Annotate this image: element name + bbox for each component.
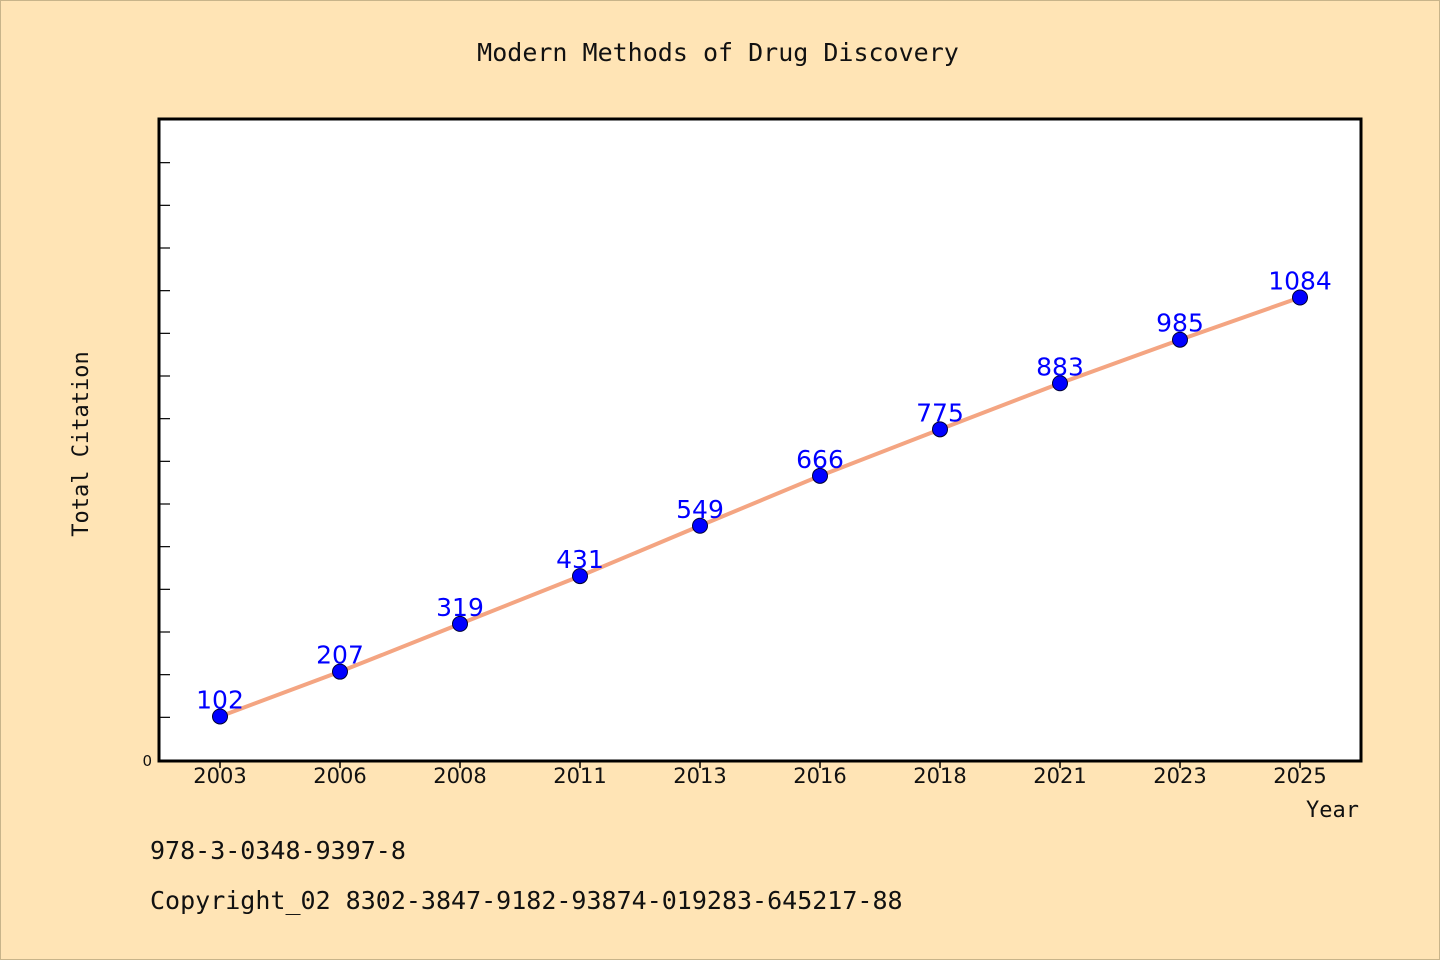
x-tick-label-2021: 2021 — [1033, 764, 1086, 788]
series-line — [218, 295, 1302, 719]
data-point-2008 — [452, 615, 468, 632]
data-label-2006: 207 — [316, 641, 364, 670]
x-tick-label-2025: 2025 — [1273, 764, 1326, 788]
data-label-2008: 319 — [436, 593, 484, 622]
x-tick-label-2011: 2011 — [553, 764, 606, 788]
y-tick-label-0: 0 — [142, 752, 152, 770]
x-tick-label-2003: 2003 — [193, 764, 246, 788]
data-point-2023 — [1172, 331, 1188, 348]
data-point-2018 — [932, 421, 948, 438]
x-tick-label-2018: 2018 — [913, 764, 966, 788]
data-point-2003 — [212, 708, 228, 725]
data-label-2023: 985 — [1156, 309, 1204, 338]
data-label-2018: 775 — [916, 398, 964, 427]
x-tick-label-2008: 2008 — [433, 764, 486, 788]
data-point-2016 — [812, 467, 828, 484]
x-axis-ticks: 2003 2006 2008 2011 2013 2016 2018 2021 2023 2025 — [193, 760, 1327, 788]
data-label-2003: 102 — [196, 685, 244, 714]
data-label-2011: 431 — [556, 545, 604, 574]
copyright-text: Copyright_02 8302-3847-9182-93874-019283… — [150, 886, 903, 915]
x-tick-label-2006: 2006 — [313, 764, 366, 788]
data-label-2021: 883 — [1036, 352, 1084, 381]
data-point-2025 — [1292, 289, 1308, 306]
data-point-2011 — [572, 568, 588, 585]
series-layer: 102 207 319 431 549 666 775 883 985 1084 — [196, 266, 1332, 725]
y-axis-ticks — [160, 162, 170, 718]
data-point-2013 — [692, 517, 708, 534]
x-tick-label-2013: 2013 — [673, 764, 726, 788]
data-point-2021 — [1052, 375, 1068, 392]
x-axis-label: Year — [1306, 798, 1359, 823]
x-tick-label-2016: 2016 — [793, 764, 846, 788]
plot-area — [157, 117, 1363, 763]
data-label-2025: 1084 — [1268, 266, 1332, 295]
chart-title: Modern Methods of Drug Discovery — [477, 38, 959, 67]
data-label-2013: 549 — [676, 495, 724, 524]
y-axis-label: Total Citation — [69, 351, 94, 536]
data-label-2016: 666 — [796, 445, 844, 474]
x-tick-label-2023: 2023 — [1153, 764, 1206, 788]
data-point-2006 — [332, 663, 348, 680]
isbn-text: 978-3-0348-9397-8 — [150, 836, 406, 865]
